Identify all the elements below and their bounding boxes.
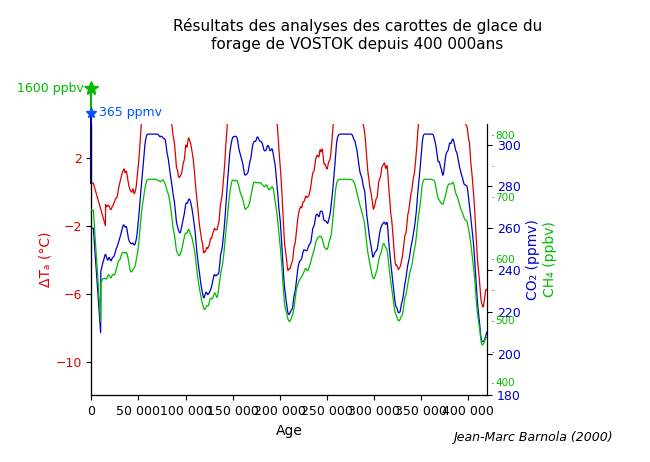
- Text: 1600 ppbv: 1600 ppbv: [17, 82, 84, 95]
- Text: 365 ppmv: 365 ppmv: [99, 106, 162, 119]
- Text: 500: 500: [495, 316, 515, 326]
- Text: 700: 700: [495, 193, 515, 203]
- Text: Jean-Marc Barnola (2000): Jean-Marc Barnola (2000): [453, 431, 613, 444]
- Text: Résultats des analyses des carottes de glace du
forage de VOSTOK depuis 400 000a: Résultats des analyses des carottes de g…: [173, 18, 542, 52]
- Text: 800: 800: [495, 131, 515, 141]
- Text: 600: 600: [495, 255, 515, 265]
- Text: 400: 400: [495, 378, 515, 388]
- Y-axis label: ΔTₐ (°C): ΔTₐ (°C): [38, 232, 53, 287]
- X-axis label: Age: Age: [276, 424, 302, 438]
- Y-axis label: CH₄ (ppbv): CH₄ (ppbv): [543, 222, 557, 298]
- Y-axis label: CO₂ (ppmv): CO₂ (ppmv): [526, 219, 540, 300]
